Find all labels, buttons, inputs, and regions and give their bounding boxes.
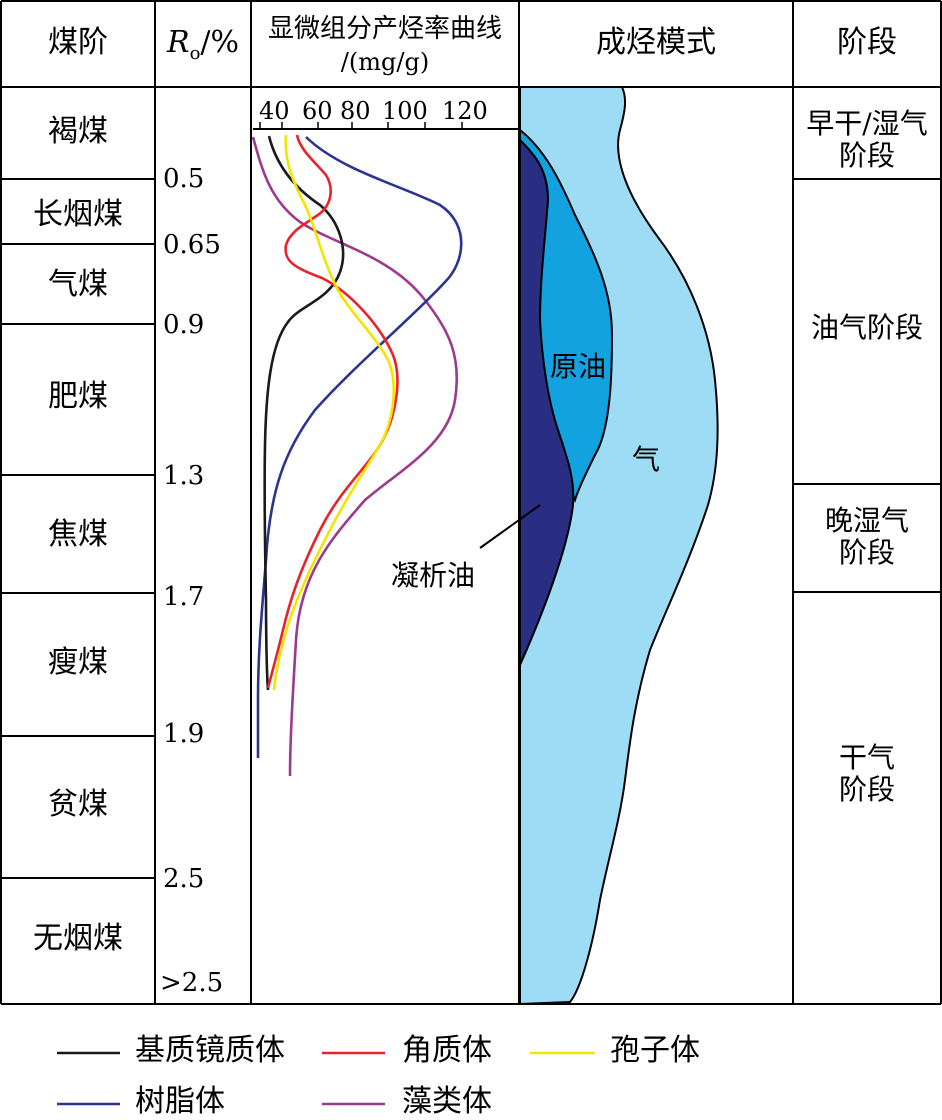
legend-swatches xyxy=(57,1051,595,1106)
stage-dry-gas: 干气 阶段 xyxy=(793,741,941,807)
ro-subscript: o xyxy=(189,43,201,64)
axis-tick-label: 40 xyxy=(259,97,290,125)
stage-early-gas: 早干/湿气 阶段 xyxy=(793,107,941,173)
axis-tick-label: 60 xyxy=(302,97,333,125)
curve-cutinite xyxy=(266,134,399,689)
ro-value: 0.5 xyxy=(163,164,205,194)
ro-value: >2.5 xyxy=(160,968,224,998)
legend-algae: 藻类体 xyxy=(402,1084,492,1119)
rank-lean-coal: 瘦煤 xyxy=(48,645,108,680)
generation-model xyxy=(479,86,719,1006)
header-rank: 煤阶 xyxy=(48,25,108,60)
curve-axis xyxy=(253,122,519,130)
legend-sporinite: 孢子体 xyxy=(610,1033,700,1068)
header-model: 成烃模式 xyxy=(596,25,716,60)
header-curve-title: 显微组分产烃率曲线 xyxy=(267,14,502,44)
legend-resin: 树脂体 xyxy=(135,1084,225,1119)
ro-symbol: R xyxy=(166,25,190,60)
rank-coking-coal: 焦煤 xyxy=(48,517,108,552)
rank-fat-coal: 肥煤 xyxy=(48,379,108,414)
condensate-leader xyxy=(479,504,541,549)
ro-value: 1.3 xyxy=(163,461,205,491)
ro-value: 2.5 xyxy=(163,864,205,894)
gas-label: 气 xyxy=(632,443,661,476)
stage-dry-gas-line1: 干气 xyxy=(838,741,895,774)
table-grid xyxy=(0,0,942,1005)
crude-oil-label: 原油 xyxy=(550,350,607,383)
stage-oil-gas: 油气阶段 xyxy=(793,311,941,344)
stage-early-gas-line2: 阶段 xyxy=(838,139,895,173)
stage-late-wet-gas-line2: 阶段 xyxy=(838,536,895,570)
header-curve-unit: /(mg/g) xyxy=(340,48,430,76)
rank-long-flame: 长烟煤 xyxy=(33,197,123,232)
curve-algae xyxy=(251,136,459,777)
stage-late-wet-gas-line1: 晚湿气 xyxy=(824,504,909,537)
axis-tick-label: 80 xyxy=(340,97,371,125)
stage-oil-gas-line1: 油气阶段 xyxy=(810,311,923,344)
ro-value: 0.9 xyxy=(163,310,205,340)
legend-vitrinite: 基质镜质体 xyxy=(135,1033,285,1068)
header-ro: Ro/% xyxy=(155,28,251,63)
ro-value: 1.9 xyxy=(163,719,205,749)
curve-resin xyxy=(256,136,463,758)
ro-value: 1.7 xyxy=(163,582,205,612)
rank-lignite: 褐煤 xyxy=(48,114,108,149)
axis-tick-label: 120 xyxy=(442,97,488,125)
yield-curves xyxy=(251,134,463,777)
rank-meager-coal: 贫煤 xyxy=(48,787,108,822)
stage-late-wet-gas: 晚湿气 阶段 xyxy=(793,504,941,570)
condensate-zone xyxy=(519,137,575,666)
rank-anthracite: 无烟煤 xyxy=(33,921,123,956)
axis-tick-label: 100 xyxy=(382,97,428,125)
curve-vitrinite xyxy=(263,135,345,691)
condensate-label: 凝析油 xyxy=(391,559,476,592)
stage-dry-gas-line2: 阶段 xyxy=(838,773,895,807)
ro-value: 0.65 xyxy=(163,230,221,260)
ro-unit: /% xyxy=(200,25,240,60)
header-stage: 阶段 xyxy=(837,25,897,60)
legend-cutinite: 角质体 xyxy=(402,1033,492,1068)
stage-early-gas-line1: 早干/湿气 xyxy=(806,107,928,140)
rank-gas-coal: 气煤 xyxy=(48,267,108,302)
curve-sporinite xyxy=(272,134,396,691)
